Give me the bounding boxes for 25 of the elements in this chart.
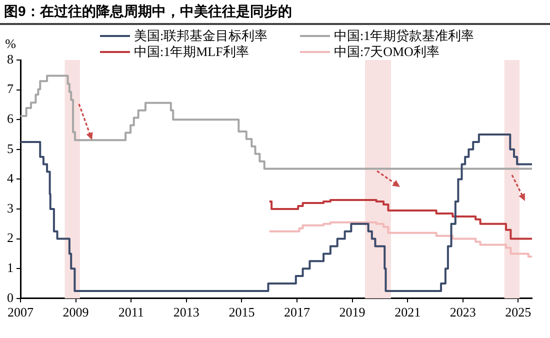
- x-tick-label: 2021: [394, 304, 421, 320]
- x-tick-label: 2017: [284, 304, 310, 320]
- y-tick-label: 5: [7, 140, 14, 156]
- y-tick-label: 0: [7, 290, 14, 305]
- x-tick-label: 2011: [118, 304, 144, 320]
- y-tick-label: 6: [7, 111, 14, 126]
- x-tick-label: 2019: [339, 304, 366, 320]
- y-tick-label: 8: [7, 51, 14, 66]
- x-tick-label: 2009: [62, 304, 89, 320]
- x-tick-label: 2023: [450, 304, 476, 320]
- y-tick-label: 1: [7, 260, 14, 276]
- y-tick-label: 7: [7, 81, 14, 96]
- chart-title: 图9：在过往的降息周期中，中美往往是同步的: [4, 3, 292, 21]
- y-tick-label: 2: [7, 230, 14, 246]
- x-tick-label: 2007: [8, 304, 34, 320]
- legend-label: 中国:1年期贷款基准利率: [334, 28, 474, 44]
- legend-label: 美国:联邦基金目标利率: [134, 28, 268, 44]
- y-axis-title: %: [5, 36, 16, 51]
- legend-label: 中国:7天OMO利率: [334, 44, 440, 60]
- x-tick-label: 2015: [228, 304, 255, 320]
- legend-label: 中国:1年期MLF利率: [134, 44, 249, 60]
- y-tick-label: 3: [7, 200, 14, 216]
- y-tick-label: 4: [7, 170, 14, 186]
- x-tick-label: 2025: [505, 304, 532, 320]
- x-tick-label: 2013: [173, 304, 200, 320]
